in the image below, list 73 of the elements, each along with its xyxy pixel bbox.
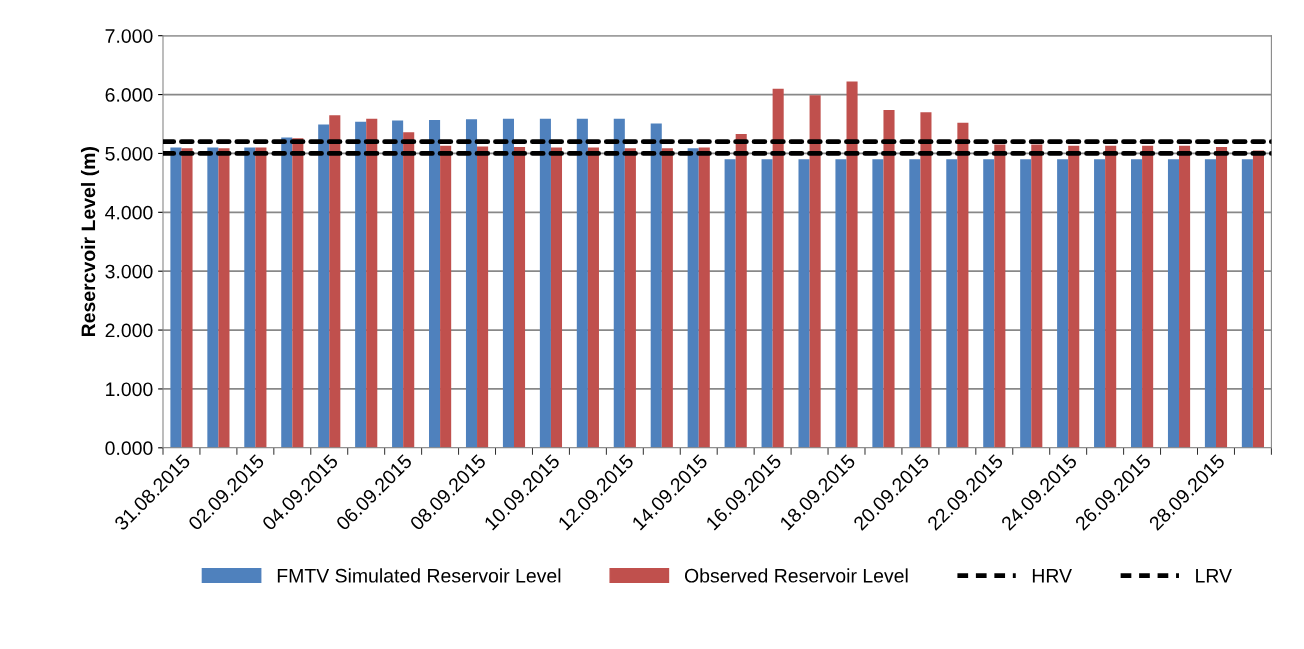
bar bbox=[650, 123, 662, 448]
bar bbox=[909, 159, 921, 448]
bar bbox=[1252, 150, 1265, 448]
bar bbox=[465, 119, 478, 448]
bar bbox=[1094, 159, 1106, 448]
bar bbox=[957, 122, 969, 448]
bar bbox=[170, 147, 182, 448]
bar bbox=[1215, 146, 1228, 448]
bar bbox=[835, 159, 847, 448]
y-tick-label: 5.000 bbox=[105, 146, 153, 161]
bar bbox=[366, 118, 378, 448]
legend-label: LRV bbox=[1196, 569, 1232, 583]
bar bbox=[587, 147, 599, 448]
y-tick-label: 7.000 bbox=[105, 29, 153, 43]
bar bbox=[429, 119, 441, 448]
bar bbox=[772, 88, 784, 448]
bar bbox=[207, 147, 219, 448]
bar bbox=[994, 144, 1006, 448]
bar bbox=[798, 159, 810, 448]
bar bbox=[883, 109, 895, 448]
bar bbox=[576, 118, 588, 448]
bar bbox=[624, 148, 636, 448]
y-tick-label: 2.000 bbox=[105, 323, 153, 338]
bar bbox=[1020, 159, 1032, 448]
bar bbox=[502, 118, 514, 448]
bar bbox=[218, 148, 230, 448]
bar bbox=[1068, 145, 1080, 448]
bar bbox=[1031, 144, 1043, 448]
bar bbox=[477, 146, 489, 448]
bar bbox=[1241, 159, 1253, 448]
bar bbox=[318, 124, 330, 448]
bar bbox=[244, 147, 256, 448]
bar bbox=[1131, 159, 1143, 448]
bar bbox=[539, 118, 551, 448]
bar bbox=[946, 159, 958, 448]
bar bbox=[1179, 145, 1191, 448]
legend-label: Observed Reservoir Level bbox=[684, 568, 908, 583]
bar bbox=[761, 159, 773, 448]
bar bbox=[550, 147, 563, 448]
bar bbox=[392, 120, 404, 448]
bar bbox=[698, 147, 710, 448]
y-tick-label: 0.000 bbox=[105, 441, 153, 456]
bar bbox=[292, 138, 304, 448]
bar bbox=[281, 137, 293, 448]
y-axis-title: Resercvoir Level (m) bbox=[80, 147, 100, 337]
legend-label: HRV bbox=[1032, 569, 1072, 583]
bar bbox=[1204, 159, 1216, 448]
legend-label: FMTV Simulated Reservoir Level bbox=[277, 568, 561, 583]
bar bbox=[920, 112, 932, 448]
bar bbox=[1105, 145, 1117, 448]
bar bbox=[329, 115, 341, 448]
y-tick-label: 3.000 bbox=[105, 264, 153, 279]
y-tick-label: 1.000 bbox=[106, 382, 153, 397]
bar bbox=[735, 134, 747, 448]
bar bbox=[872, 159, 884, 448]
bar bbox=[661, 148, 673, 448]
bar bbox=[1057, 159, 1069, 448]
bar bbox=[687, 148, 699, 448]
bar bbox=[513, 146, 526, 448]
bar bbox=[613, 118, 625, 448]
bar bbox=[181, 148, 193, 448]
bar bbox=[809, 95, 821, 448]
y-tick-label: 4.000 bbox=[105, 205, 153, 220]
bar bbox=[440, 145, 452, 448]
bar bbox=[1167, 159, 1180, 448]
bar bbox=[724, 159, 736, 448]
bar bbox=[403, 132, 415, 448]
bar bbox=[1142, 145, 1154, 448]
bar bbox=[255, 147, 267, 448]
bar bbox=[846, 81, 858, 448]
bar bbox=[355, 121, 367, 448]
y-tick-label: 6.000 bbox=[105, 88, 153, 102]
bar bbox=[983, 159, 995, 448]
